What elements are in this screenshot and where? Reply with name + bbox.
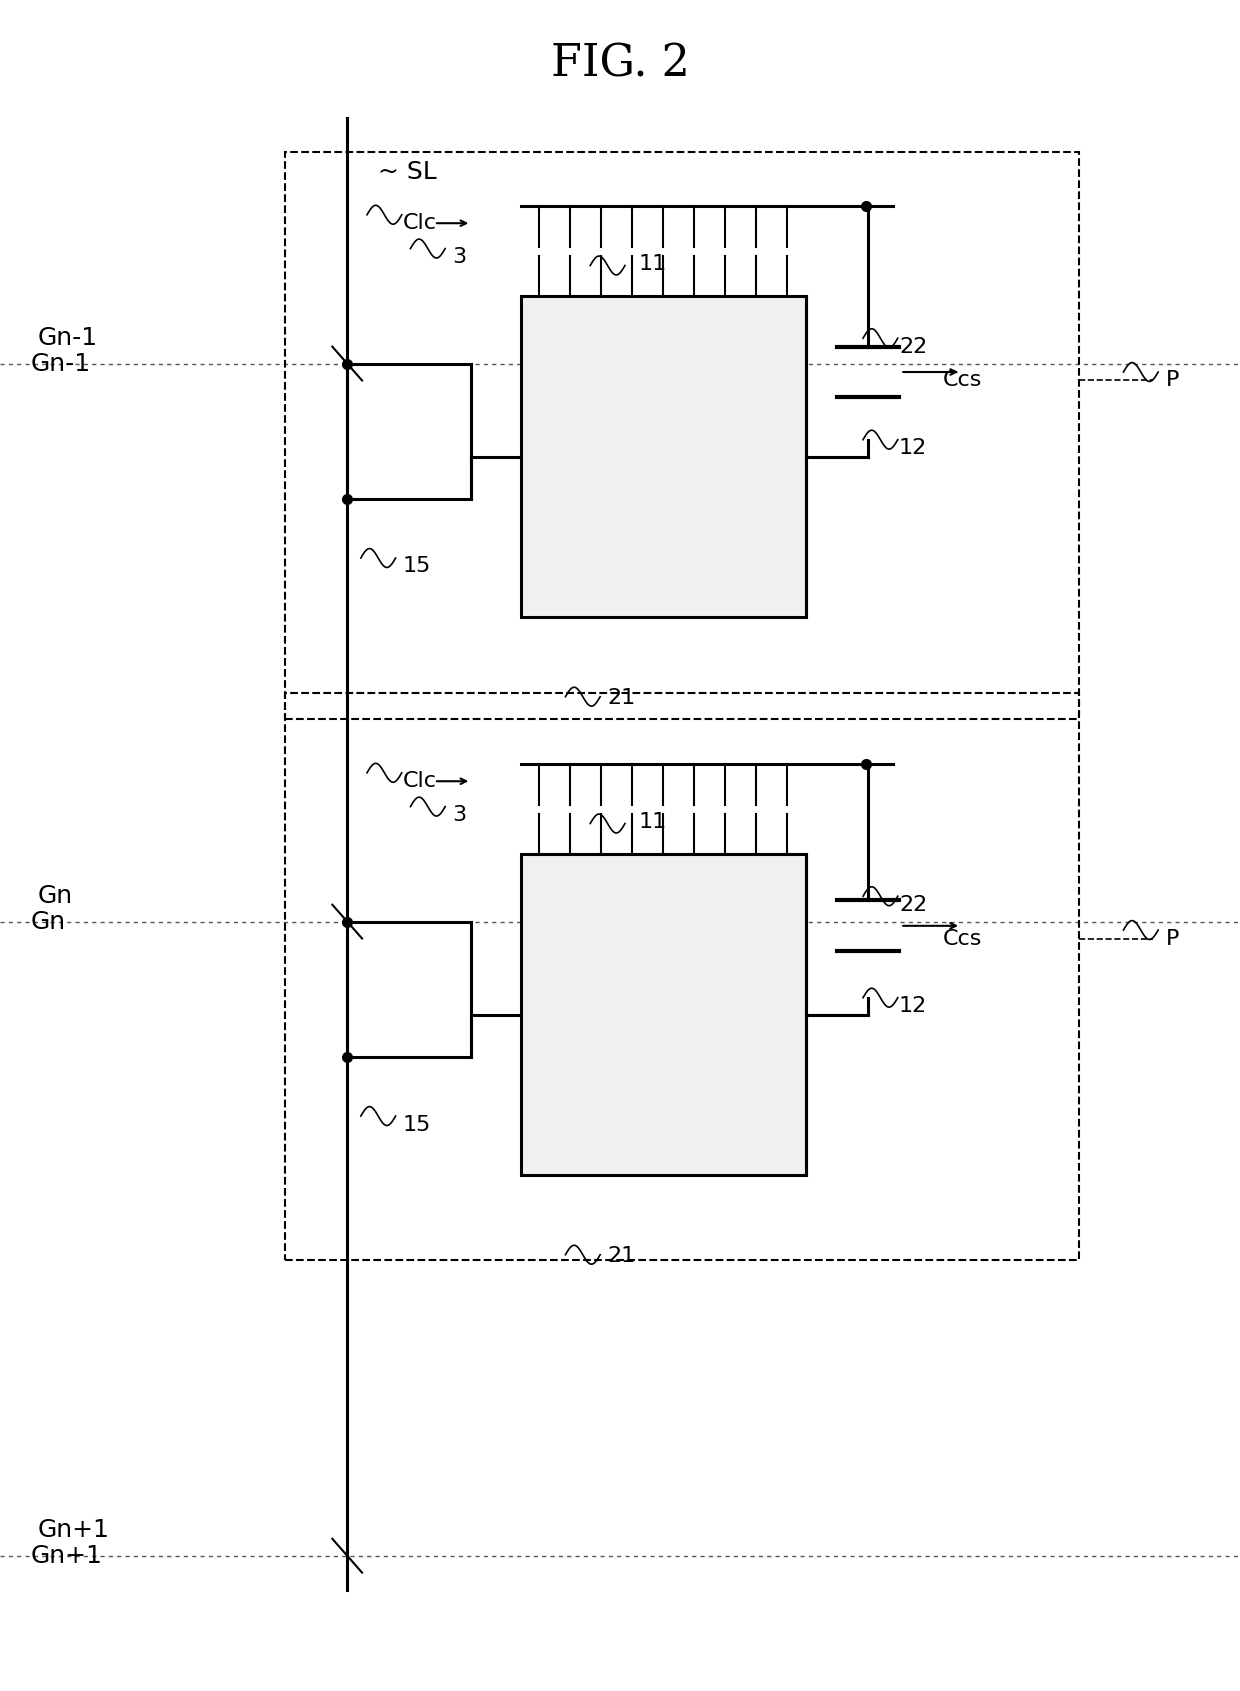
Text: 12: 12 [899,996,928,1016]
Text: Gn: Gn [31,910,66,933]
Text: ~ SL: ~ SL [378,161,436,184]
Text: Gn-1: Gn-1 [37,326,97,350]
Text: Ccs: Ccs [942,928,982,949]
Text: 3: 3 [453,805,466,825]
Text: Ccs: Ccs [942,370,982,391]
Text: P: P [1166,928,1179,949]
Text: 11: 11 [639,812,667,832]
Text: 22: 22 [899,895,928,915]
Text: 15: 15 [403,556,432,577]
Text: 21: 21 [608,1246,636,1267]
Text: Gn+1: Gn+1 [37,1519,109,1542]
Text: Clc: Clc [403,771,436,791]
Text: 3: 3 [453,247,466,267]
Text: 12: 12 [899,438,928,458]
Text: Clc: Clc [403,213,436,233]
Text: P: P [1166,370,1179,391]
Bar [285,152,1079,719]
Text: Gn: Gn [37,884,72,908]
Text: 11: 11 [639,254,667,274]
Text: Gn+1: Gn+1 [31,1544,103,1568]
Bar [521,854,806,1175]
Text: 15: 15 [403,1114,432,1135]
Text: 21: 21 [608,688,636,709]
Text: FIG. 2: FIG. 2 [551,42,689,86]
Text: Gn-1: Gn-1 [31,352,91,375]
Text: 22: 22 [899,337,928,357]
Bar [285,693,1079,1260]
Bar [521,296,806,617]
